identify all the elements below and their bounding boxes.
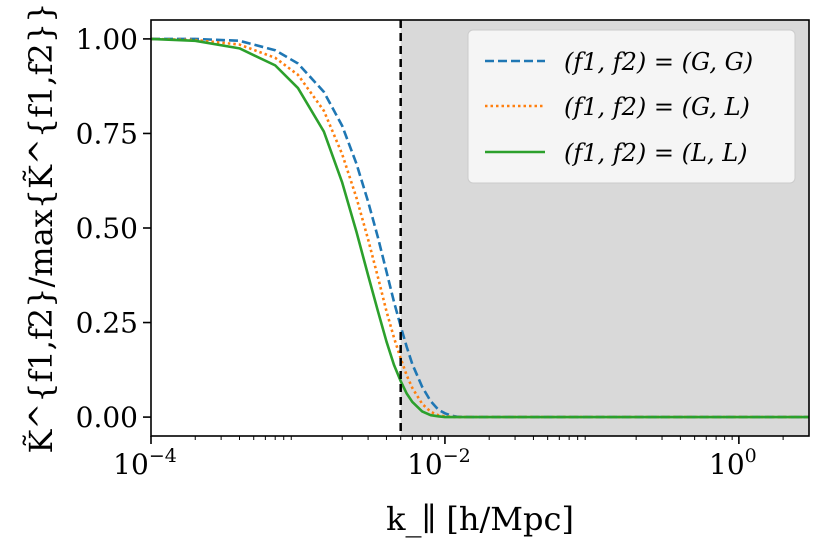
x-tick-label-0: 10−4 — [113, 445, 177, 481]
y-tick-label-1: 0.25 — [76, 307, 138, 340]
y-tick-label-3: 0.75 — [76, 117, 138, 150]
y-tick-label-4: 1.00 — [76, 23, 138, 56]
y-tick-label-2: 0.50 — [76, 212, 138, 245]
legend: (f1, f2) = (G, G) (f1, f2) = (G, L) (f1,… — [467, 29, 796, 184]
series-line-2 — [151, 37, 809, 419]
y-tick-label-0: 0.00 — [76, 401, 138, 434]
x-tick-label-1: 10−2 — [407, 445, 471, 481]
legend-label-ll: (f1, f2) = (L, L) — [564, 139, 748, 167]
series-layer — [151, 37, 809, 419]
x-axis-label: k_∥ [h/Mpc] — [386, 500, 574, 538]
y-axis-label: K̃^{f1,f2}/max{K̃^{f1,f2}} — [22, 3, 60, 454]
legend-label-gl: (f1, f2) = (G, L) — [564, 93, 750, 121]
legend-label-gg: (f1, f2) = (G, G) — [564, 48, 753, 76]
x-tick-label-2: 100 — [709, 445, 757, 481]
ticks-layer: 10−4 10−2 100 0.00 0.25 0.50 0.75 1.00 — [76, 23, 784, 481]
legend-box — [467, 29, 796, 184]
